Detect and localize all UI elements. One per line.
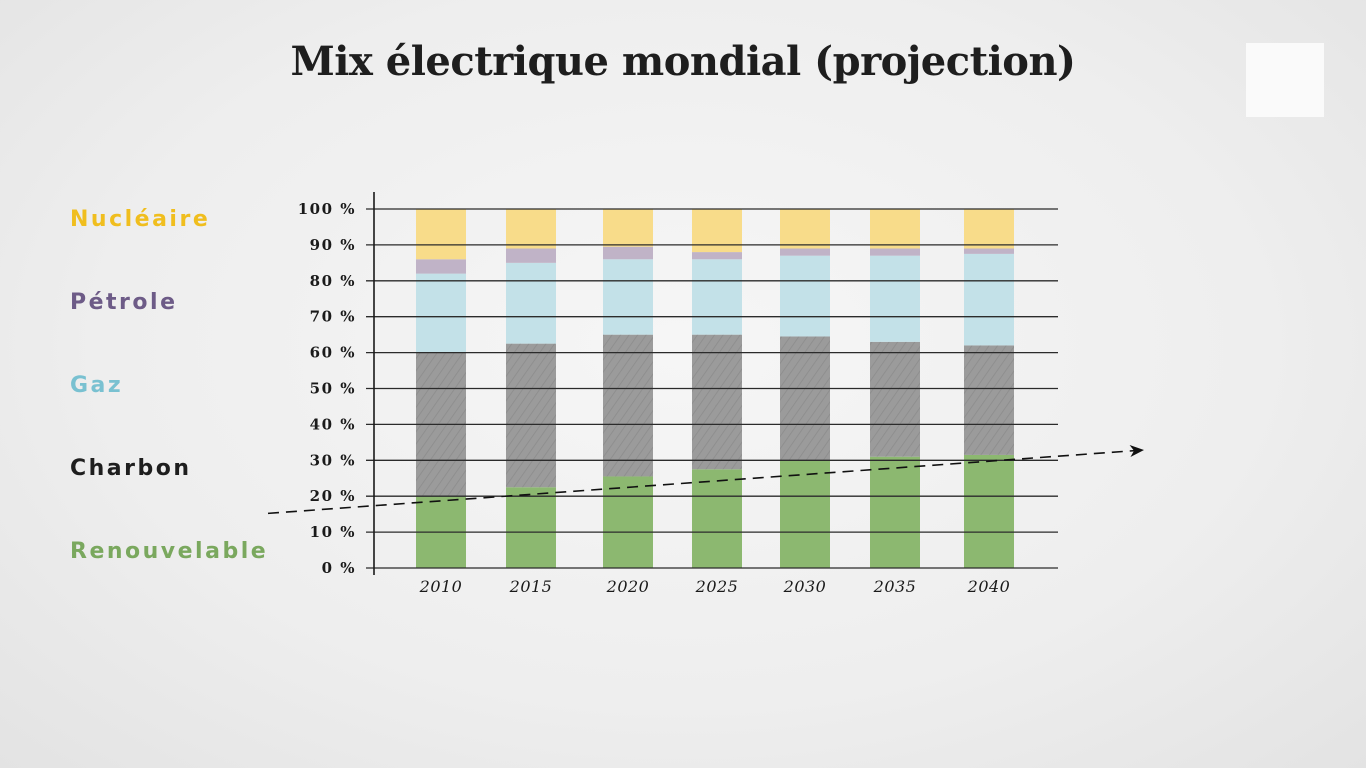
bar-2035-nucléaire bbox=[870, 209, 920, 249]
bar-hatch-2025 bbox=[692, 334, 742, 470]
legend-nucleaire: Nucléaire bbox=[70, 207, 211, 232]
bar-2020-renouvelable bbox=[603, 476, 653, 568]
x-tick-label: 2020 bbox=[606, 577, 650, 596]
x-tick-label: 2015 bbox=[509, 577, 553, 596]
bar-2025-nucléaire bbox=[692, 209, 742, 253]
trend-arrow bbox=[267, 445, 1144, 515]
bar-2015-pétrole bbox=[506, 248, 556, 263]
bar-2015-nucléaire bbox=[506, 209, 556, 249]
x-tick-label: 2010 bbox=[419, 577, 463, 596]
bar-2025-pétrole bbox=[692, 252, 742, 260]
y-tick-label: 20 % bbox=[310, 487, 356, 505]
bar-2030-pétrole bbox=[780, 248, 830, 256]
bar-2020-pétrole bbox=[603, 246, 653, 260]
x-tick-label: 2025 bbox=[695, 577, 739, 596]
x-tick-label: 2030 bbox=[783, 577, 827, 596]
bar-2010-gaz bbox=[416, 273, 466, 353]
bar-2010-pétrole bbox=[416, 259, 466, 274]
bar-2030-nucléaire bbox=[780, 209, 830, 249]
y-tick-label: 70 % bbox=[310, 308, 356, 326]
bar-2035-gaz bbox=[870, 255, 920, 342]
bar-hatch-2030 bbox=[780, 336, 830, 461]
bar-2025-gaz bbox=[692, 259, 742, 335]
bar-2035-renouvelable bbox=[870, 456, 920, 568]
bar-2035-pétrole bbox=[870, 248, 920, 256]
y-tick-label: 80 % bbox=[310, 272, 356, 290]
bar-hatch-2040 bbox=[964, 345, 1014, 455]
bar-2030-gaz bbox=[780, 255, 830, 337]
bar-hatch-2015 bbox=[506, 343, 556, 488]
bar-hatch-2035 bbox=[870, 341, 920, 457]
x-tick-label: 2035 bbox=[873, 577, 917, 596]
legend-petrole: Pétrole bbox=[70, 290, 178, 315]
y-tick-label: 0 % bbox=[322, 559, 356, 577]
bar-2015-gaz bbox=[506, 262, 556, 344]
bar-2020-nucléaire bbox=[603, 209, 653, 247]
bar-2015-renouvelable bbox=[506, 487, 556, 568]
y-tick-label: 100 % bbox=[298, 200, 356, 218]
x-tick-label: 2040 bbox=[967, 577, 1011, 596]
bar-2025-renouvelable bbox=[692, 469, 742, 568]
bar-hatch-2020 bbox=[603, 334, 653, 477]
y-tick-label: 60 % bbox=[310, 344, 356, 362]
chart-title: Mix électrique mondial (projection) bbox=[290, 38, 1076, 85]
y-tick-label: 30 % bbox=[310, 451, 356, 469]
bar-2040-gaz bbox=[964, 253, 1014, 346]
y-tick-label: 10 % bbox=[310, 523, 356, 541]
bar-2020-gaz bbox=[603, 259, 653, 335]
corner-box bbox=[1246, 43, 1324, 117]
bar-2010-nucléaire bbox=[416, 209, 466, 260]
bar-2040-renouvelable bbox=[964, 454, 1014, 568]
bar-2040-pétrole bbox=[964, 248, 1014, 254]
legend-gaz: Gaz bbox=[70, 373, 124, 398]
legend-renouvelable: Renouvelable bbox=[70, 539, 269, 564]
bar-2040-nucléaire bbox=[964, 209, 1014, 249]
bar-2030-renouvelable bbox=[780, 460, 830, 568]
y-tick-label: 40 % bbox=[310, 415, 356, 433]
y-tick-label: 50 % bbox=[310, 380, 356, 398]
legend-charbon: Charbon bbox=[70, 456, 192, 481]
y-tick-label: 90 % bbox=[310, 236, 356, 254]
